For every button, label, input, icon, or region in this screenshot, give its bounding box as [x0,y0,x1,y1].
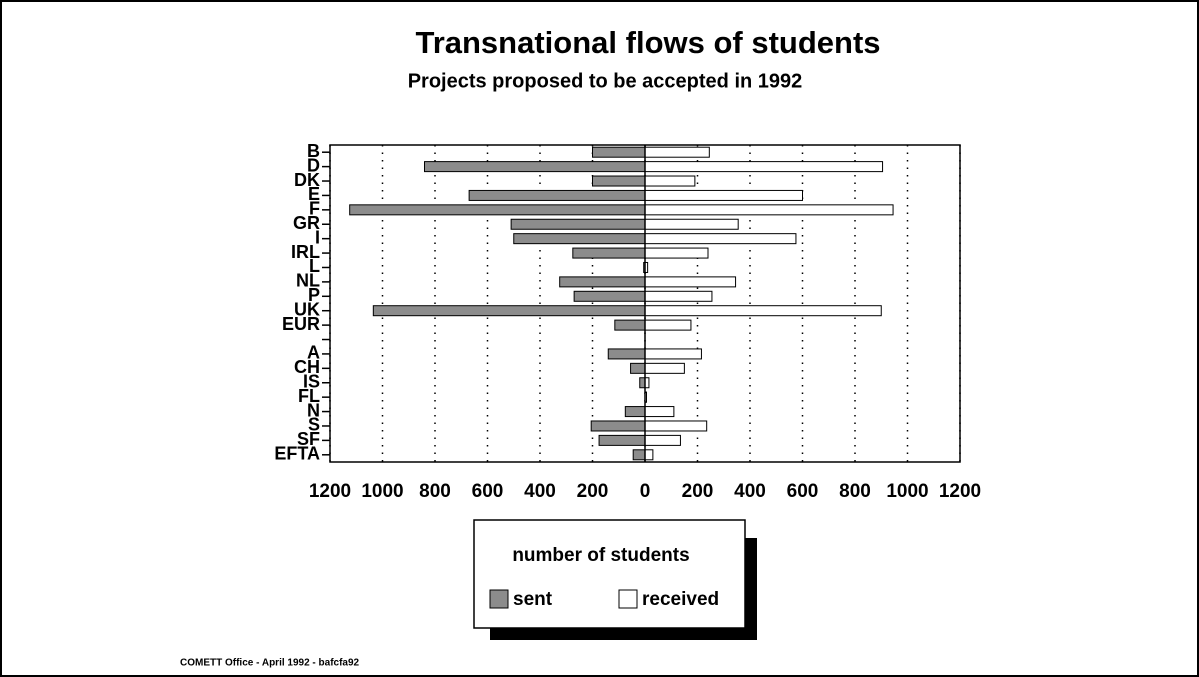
bar [644,175,696,187]
x-tick-label: 400 [524,481,556,502]
bar [513,233,646,245]
y-tick-label: FL [298,386,320,406]
bar [573,290,646,302]
bar [510,218,646,230]
x-tick-label: 1200 [939,481,981,502]
x-tick-label: 200 [682,481,714,502]
bar [644,146,710,158]
bar [644,233,797,245]
y-tick-label: UK [294,299,320,319]
bar [632,449,646,461]
bar [614,319,646,331]
legend-shadow [745,538,757,640]
x-tick-label: 1000 [886,481,928,502]
bar [644,449,654,461]
bar [590,420,646,432]
bar [349,204,646,216]
y-tick-label: DK [294,170,320,190]
bar [644,161,884,173]
bar [424,161,646,173]
bar [644,406,675,418]
y-tick-label: N [307,400,320,420]
legend-label: sent [513,589,553,610]
legend-swatch [618,589,638,609]
y-tick-label: IRL [291,242,320,262]
y-tick-label: IS [303,372,320,392]
bar [644,218,739,230]
y-tick-label: I [315,227,320,247]
y-tick-label: S [308,415,320,435]
x-tick-label: 600 [472,481,504,502]
x-tick-label: 800 [419,481,451,502]
legend-swatch [489,589,509,609]
y-tick-label: EFTA [274,444,320,464]
bar [624,406,646,418]
bar [630,362,646,374]
bar [607,348,646,360]
y-tick-label: EUR [282,314,320,334]
y-tick-label: A [307,343,320,363]
y-tick-label: P [308,285,320,305]
bar [559,276,646,288]
bar [598,434,646,446]
bar [644,305,882,317]
y-tick-label: GR [293,213,320,233]
chart-subtitle: Projects proposed to be accepted in 1992 [408,70,803,92]
bar [644,362,685,374]
chart-title: Transnational flows of students [415,25,880,60]
legend-shadow [490,628,757,640]
x-tick-label: 600 [787,481,819,502]
bar [644,290,713,302]
legend-box [473,519,746,629]
y-tick-label: SF [297,429,320,449]
y-tick-label: E [308,184,320,204]
x-tick-label: 0 [640,481,651,502]
y-tick-label: CH [294,357,320,377]
bar [644,420,708,432]
legend-label: received [642,589,719,610]
y-tick-label: B [307,141,320,161]
legend-title: number of students [512,545,689,566]
bar [644,204,894,216]
bar [644,434,681,446]
bar [639,377,646,389]
x-tick-label: 1000 [361,481,403,502]
bar [644,189,803,201]
y-tick-label: F [309,199,320,219]
x-tick-label: 800 [839,481,871,502]
bar [572,247,646,259]
x-tick-label: 1200 [309,481,351,502]
y-tick-label: NL [296,271,320,291]
x-tick-label: 200 [577,481,609,502]
footer: COMETT Office - April 1992 - bafcfa92 [180,658,360,669]
bar [644,276,737,288]
bar [592,175,646,187]
bar [644,319,692,331]
bar [592,146,646,158]
y-tick-label: L [309,256,320,276]
bar [372,305,646,317]
bar [468,189,646,201]
x-tick-label: 400 [734,481,766,502]
bar [644,247,709,259]
bar [644,348,702,360]
y-tick-label: D [307,155,320,175]
